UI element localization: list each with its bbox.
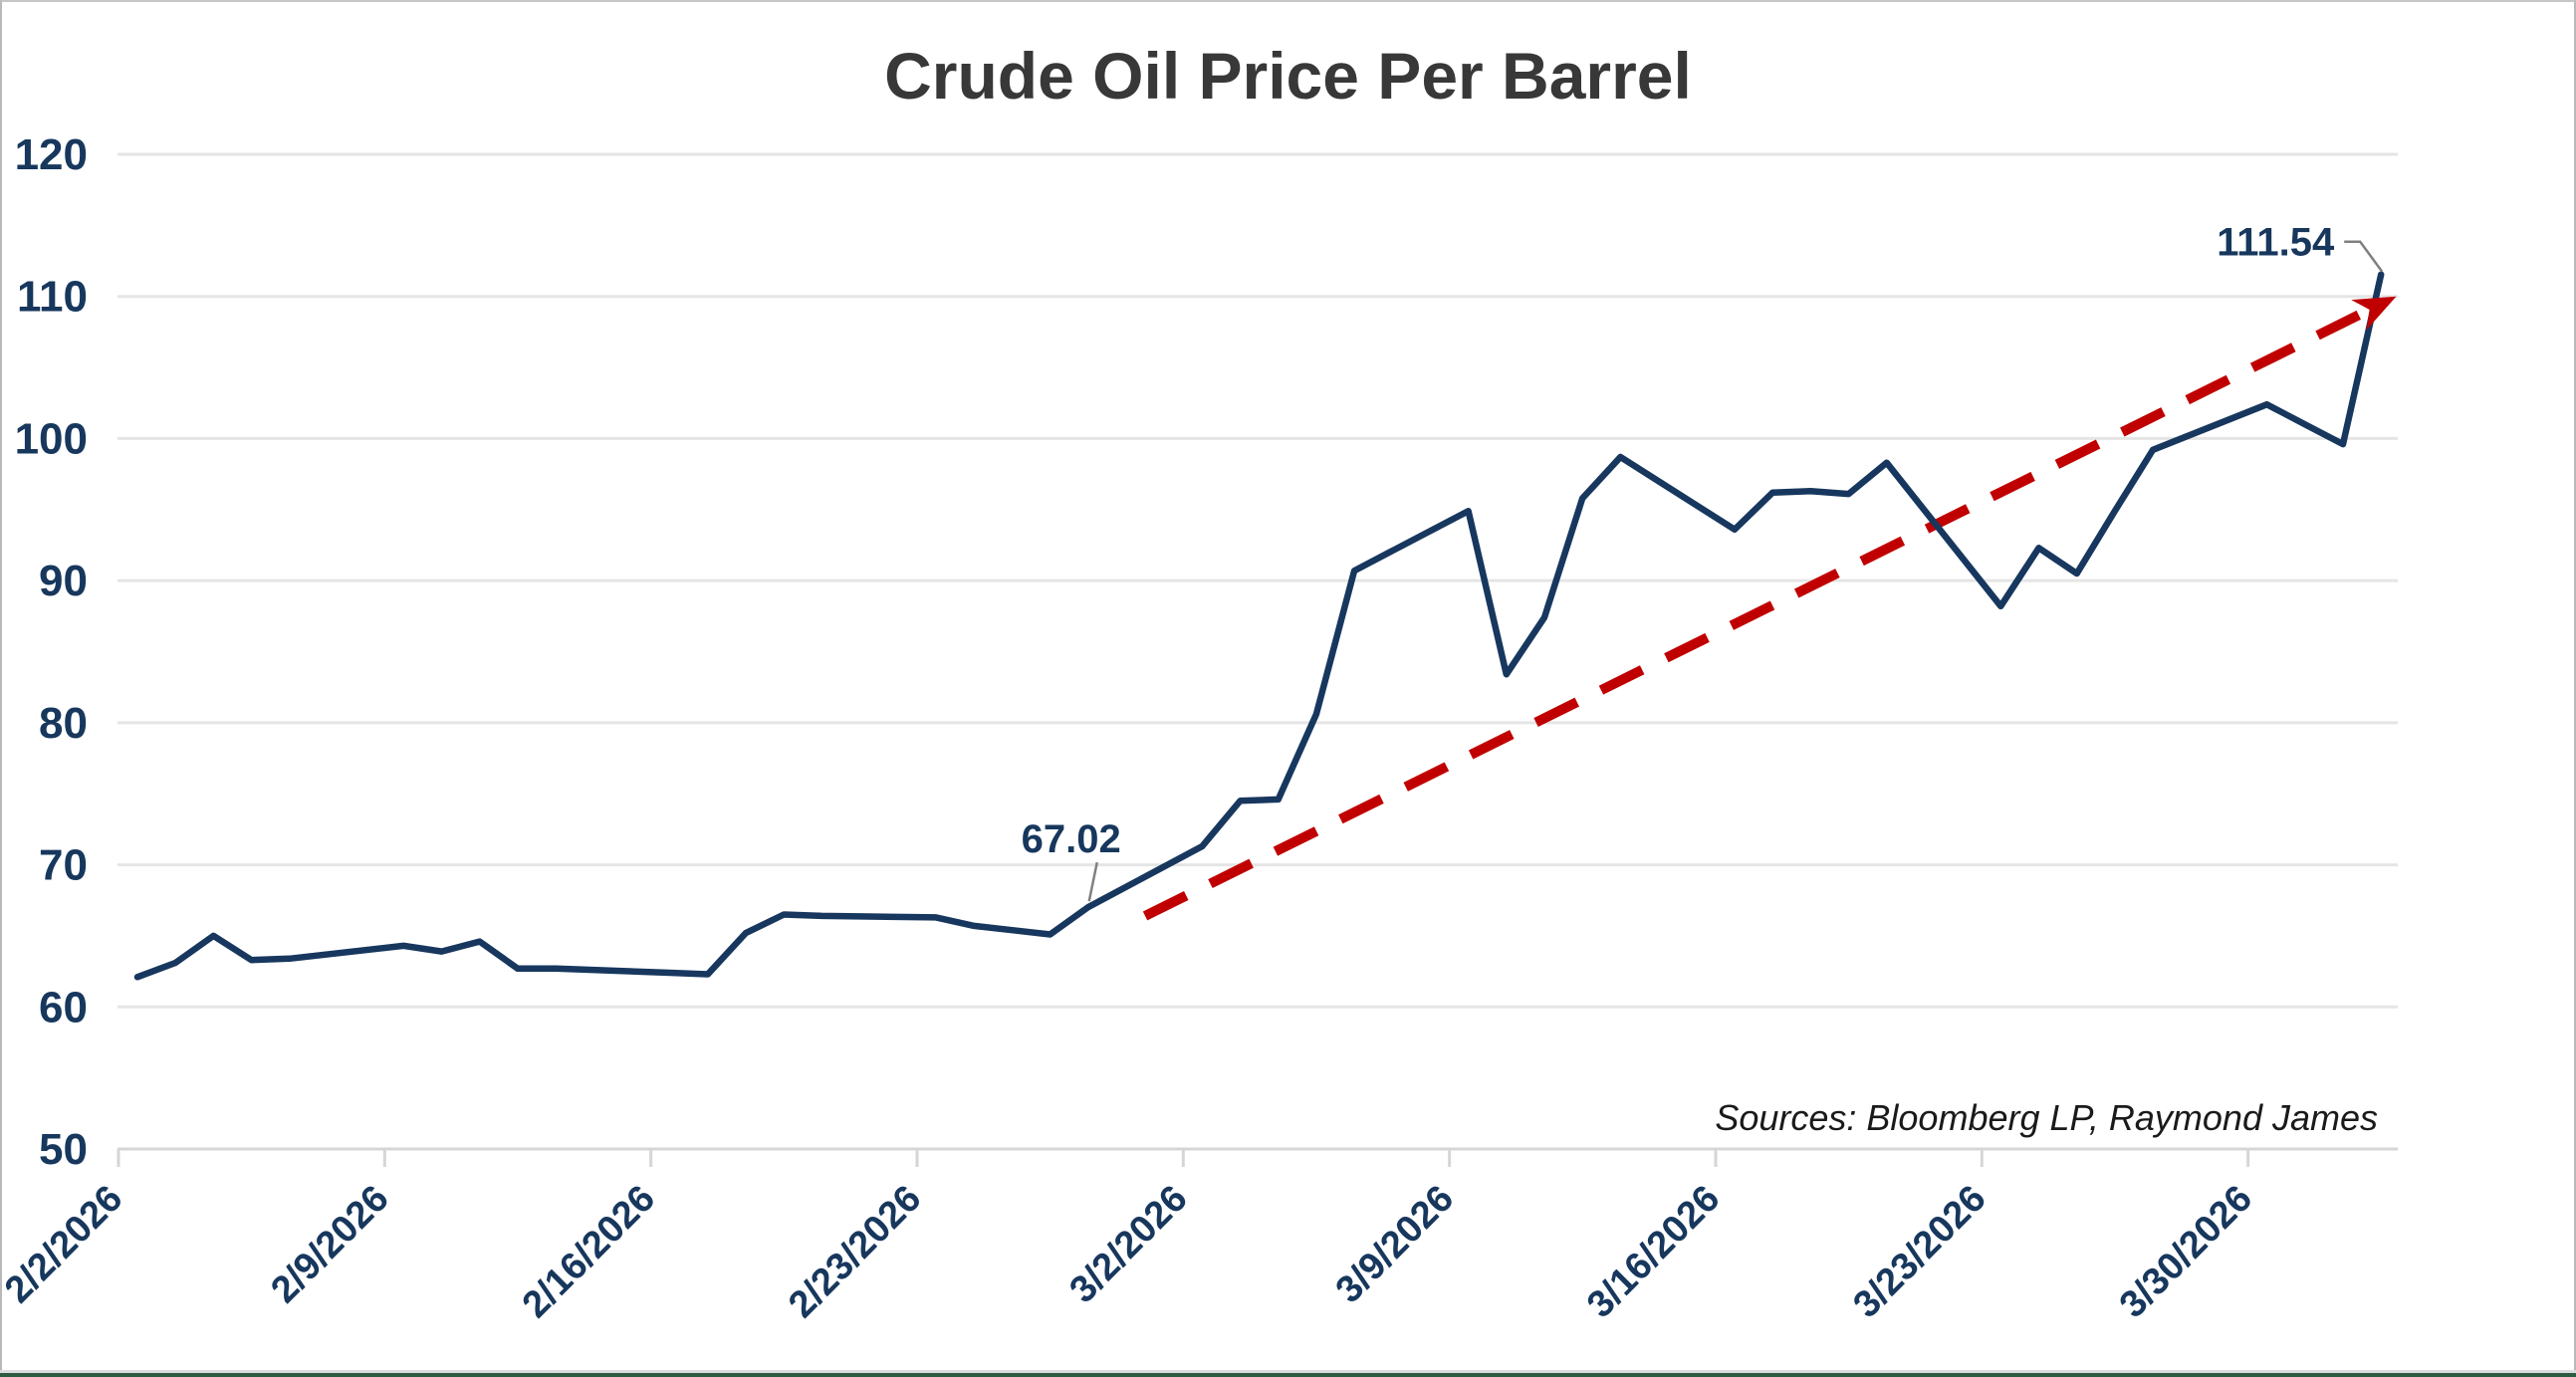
y-axis-label-110: 110 <box>17 273 88 322</box>
annotation-67-label: 67.02 <box>1022 817 1121 861</box>
bottom-accent-bar <box>0 1373 2576 1377</box>
y-axis-label-120: 120 <box>15 130 88 179</box>
trend-dashed-line <box>1142 307 2369 921</box>
annotation-67-leader <box>1087 861 1098 902</box>
x-axis-label-3/9/2026: 3/9/2026 <box>1328 1178 1462 1311</box>
source-note: Sources: Bloomberg LP, Raymond James <box>1715 1097 2378 1138</box>
x-axis-label-3/16/2026: 3/16/2026 <box>1579 1178 1728 1326</box>
y-axis-label-100: 100 <box>15 414 88 463</box>
annotation-111-leader <box>2344 240 2384 273</box>
trend-arrowhead <box>2351 296 2397 331</box>
y-axis-label-70: 70 <box>39 841 88 890</box>
x-axis-label-3/2/2026: 3/2/2026 <box>1061 1178 1195 1311</box>
annotation-111-label: 111.54 <box>2217 221 2335 265</box>
x-axis-label-2/2/2026: 2/2/2026 <box>0 1178 130 1311</box>
x-axis-label-2/9/2026: 2/9/2026 <box>263 1178 396 1311</box>
bottom-divider <box>0 1370 2576 1373</box>
y-axis-label-50: 50 <box>39 1125 88 1174</box>
y-axis-label-80: 80 <box>39 699 88 748</box>
x-axis-label-2/16/2026: 2/16/2026 <box>515 1178 663 1326</box>
price-line <box>133 271 2385 981</box>
y-axis-label-60: 60 <box>39 983 88 1032</box>
x-axis-label-3/23/2026: 3/23/2026 <box>1845 1178 1993 1326</box>
y-axis-label-90: 90 <box>39 557 88 605</box>
x-axis-label-2/23/2026: 2/23/2026 <box>781 1178 929 1326</box>
chart-title: Crude Oil Price Per Barrel <box>884 39 1692 113</box>
x-axis-label-3/30/2026: 3/30/2026 <box>2112 1178 2260 1326</box>
